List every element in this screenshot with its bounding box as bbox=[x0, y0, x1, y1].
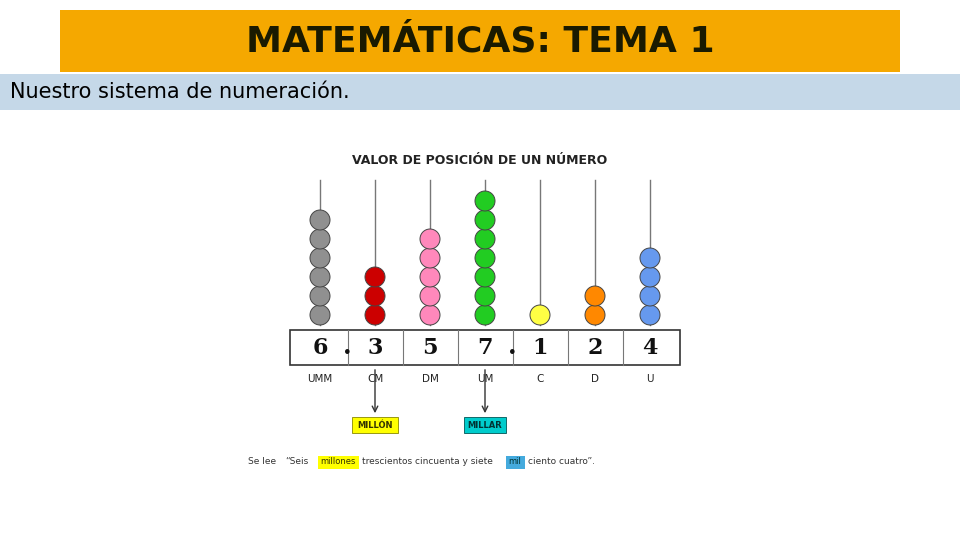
Circle shape bbox=[475, 286, 495, 306]
Circle shape bbox=[475, 191, 495, 211]
FancyBboxPatch shape bbox=[60, 10, 900, 72]
FancyBboxPatch shape bbox=[290, 330, 680, 365]
Circle shape bbox=[475, 229, 495, 249]
Text: 6: 6 bbox=[312, 336, 327, 359]
Text: mil: mil bbox=[509, 457, 521, 467]
Text: Se lee: Se lee bbox=[248, 457, 276, 467]
Circle shape bbox=[310, 248, 330, 268]
Text: D: D bbox=[591, 374, 599, 384]
Circle shape bbox=[475, 267, 495, 287]
Circle shape bbox=[365, 267, 385, 287]
Circle shape bbox=[640, 305, 660, 325]
Circle shape bbox=[420, 229, 440, 249]
Circle shape bbox=[585, 286, 605, 306]
Circle shape bbox=[365, 286, 385, 306]
Circle shape bbox=[640, 267, 660, 287]
Text: UM: UM bbox=[477, 374, 493, 384]
Circle shape bbox=[640, 248, 660, 268]
Text: MATEMÁTICAS: TEMA 1: MATEMÁTICAS: TEMA 1 bbox=[246, 24, 714, 58]
Text: 3: 3 bbox=[368, 336, 383, 359]
Circle shape bbox=[310, 210, 330, 230]
Text: 2: 2 bbox=[588, 336, 603, 359]
Circle shape bbox=[475, 248, 495, 268]
Text: 5: 5 bbox=[422, 336, 438, 359]
Circle shape bbox=[420, 248, 440, 268]
Text: 4: 4 bbox=[642, 336, 658, 359]
Text: MILLÓN: MILLÓN bbox=[357, 421, 393, 429]
Text: DM: DM bbox=[421, 374, 439, 384]
Circle shape bbox=[365, 305, 385, 325]
Circle shape bbox=[585, 305, 605, 325]
Circle shape bbox=[475, 210, 495, 230]
Text: .: . bbox=[508, 335, 516, 360]
Circle shape bbox=[420, 267, 440, 287]
Circle shape bbox=[310, 267, 330, 287]
Text: MILLAR: MILLAR bbox=[468, 421, 502, 429]
Text: ciento cuatro”.: ciento cuatro”. bbox=[528, 457, 595, 467]
Text: Nuestro sistema de numeración.: Nuestro sistema de numeración. bbox=[10, 82, 349, 102]
Circle shape bbox=[420, 286, 440, 306]
Text: millones: millones bbox=[321, 457, 356, 467]
FancyBboxPatch shape bbox=[464, 417, 506, 433]
Text: UMM: UMM bbox=[307, 374, 332, 384]
Circle shape bbox=[420, 305, 440, 325]
FancyBboxPatch shape bbox=[506, 456, 524, 469]
Circle shape bbox=[475, 305, 495, 325]
Circle shape bbox=[310, 286, 330, 306]
Circle shape bbox=[310, 305, 330, 325]
Text: “Seis: “Seis bbox=[285, 457, 308, 467]
Text: CM: CM bbox=[367, 374, 383, 384]
FancyBboxPatch shape bbox=[352, 417, 398, 433]
Text: 7: 7 bbox=[477, 336, 492, 359]
Circle shape bbox=[310, 229, 330, 249]
FancyBboxPatch shape bbox=[0, 74, 960, 110]
Circle shape bbox=[640, 286, 660, 306]
Text: .: . bbox=[343, 335, 351, 360]
Text: C: C bbox=[537, 374, 543, 384]
Text: U: U bbox=[646, 374, 654, 384]
FancyBboxPatch shape bbox=[318, 456, 358, 469]
Text: trescientos cincuenta y siete: trescientos cincuenta y siete bbox=[362, 457, 492, 467]
Text: VALOR DE POSICIÓN DE UN NÚMERO: VALOR DE POSICIÓN DE UN NÚMERO bbox=[352, 153, 608, 166]
Circle shape bbox=[530, 305, 550, 325]
Text: 1: 1 bbox=[532, 336, 548, 359]
